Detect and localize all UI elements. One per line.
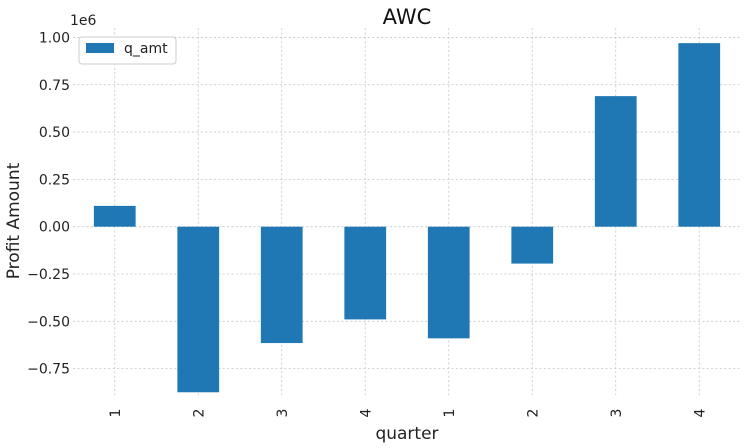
y-tick-labels: −0.75 −0.50 −0.25 0.00 0.25 0.50 0.75 1.00 — [27, 30, 70, 377]
y-tick-label: 0.00 — [39, 220, 70, 236]
y-axis-offset-label: 1e6 — [70, 13, 97, 29]
x-tick-label: 1 — [442, 409, 458, 418]
bar — [427, 226, 470, 339]
y-tick-label: −0.25 — [27, 267, 70, 283]
x-tick-labels: 1 2 3 4 1 2 3 4 — [108, 408, 709, 417]
legend-label: q_amt — [124, 41, 168, 57]
y-axis-title: Profit Amount — [4, 162, 24, 279]
legend: q_amt — [78, 36, 177, 65]
y-tick-label: 0.75 — [39, 78, 70, 94]
x-tick-label: 3 — [609, 409, 625, 418]
bar — [511, 226, 554, 264]
x-tick-label: 1 — [108, 409, 124, 418]
bar — [344, 226, 387, 320]
bars-layer — [93, 43, 721, 393]
y-tick-label: −0.75 — [27, 362, 70, 378]
x-axis-title: quarter — [375, 424, 438, 444]
chart-title: AWC — [383, 5, 432, 29]
bar — [260, 226, 303, 344]
x-tick-label: 4 — [358, 408, 374, 417]
y-tick-label: 1.00 — [39, 30, 70, 46]
bar — [93, 205, 136, 227]
x-tick-label: 2 — [191, 409, 207, 418]
y-tick-label: 0.50 — [39, 125, 70, 141]
bar — [594, 96, 637, 227]
bar — [678, 43, 721, 227]
bar — [177, 226, 220, 393]
grid-layer — [73, 28, 741, 397]
y-tick-label: 0.25 — [39, 172, 70, 188]
x-tick-label: 4 — [692, 408, 708, 417]
x-tick-label: 3 — [275, 409, 291, 418]
legend-swatch — [86, 43, 114, 53]
x-tick-label: 2 — [525, 409, 541, 418]
y-tick-label: −0.50 — [27, 314, 70, 330]
